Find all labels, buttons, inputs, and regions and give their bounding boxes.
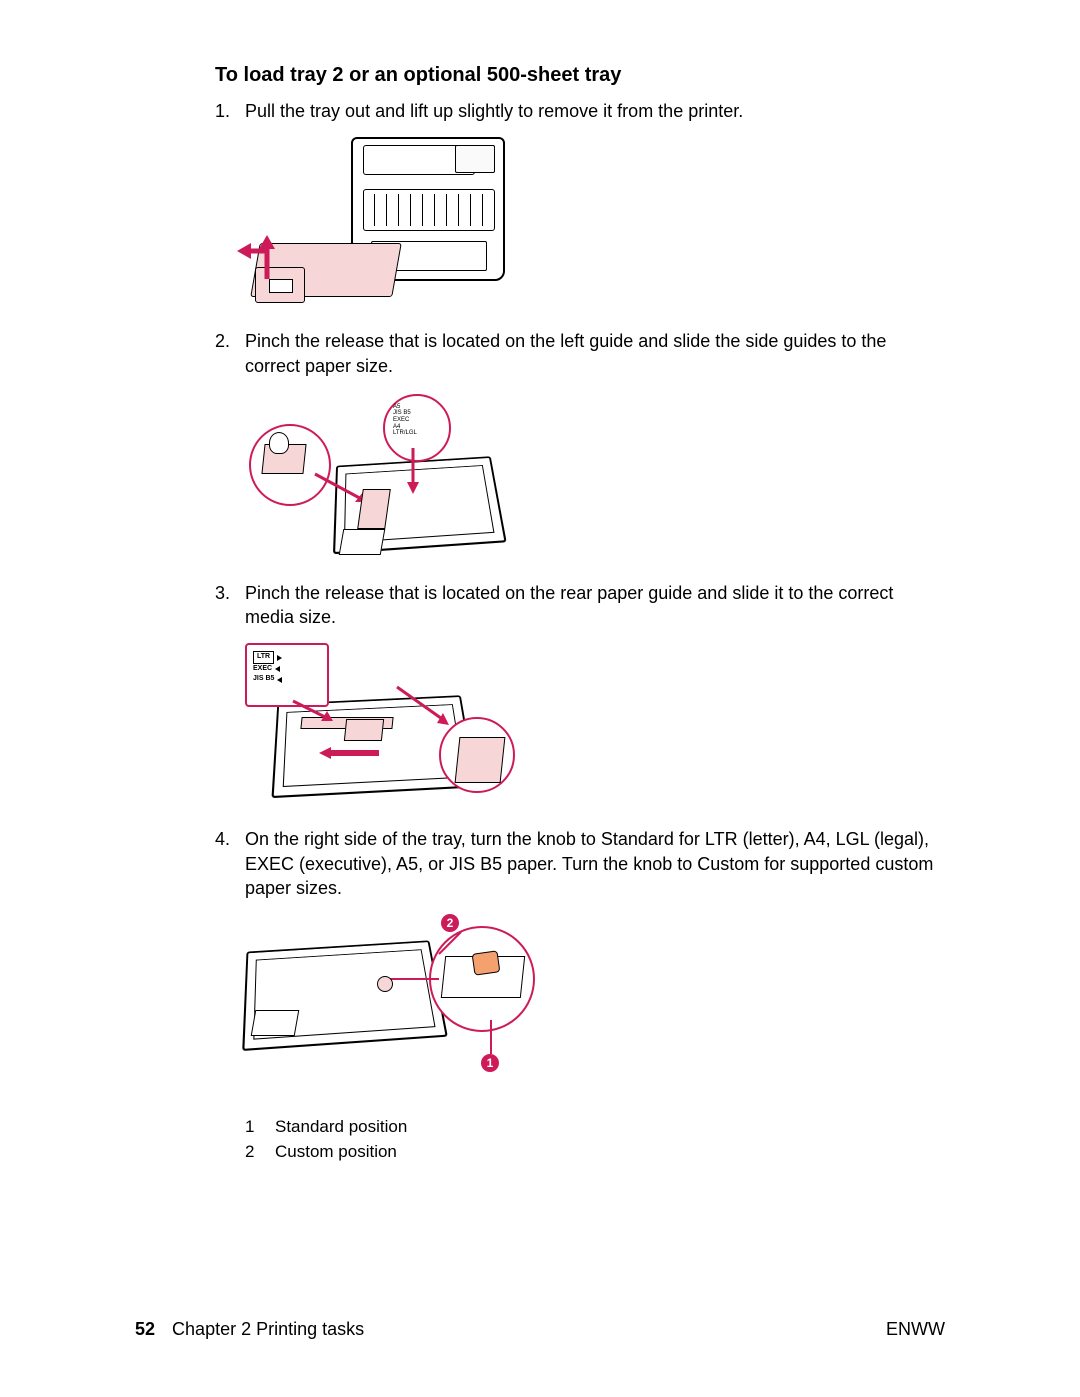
size-labels: A5 JIS B5 EXEC A4 LTR/LGL (393, 404, 417, 437)
callout-guide-icon (455, 737, 506, 783)
pull-arrow-icon (237, 231, 277, 281)
rear-guide-icon (344, 719, 384, 741)
step-number: 1. (215, 99, 245, 123)
step-number: 2. (215, 329, 245, 378)
step-number: 3. (215, 581, 245, 630)
tray-handle-icon (339, 529, 386, 555)
leader-line-icon (387, 972, 441, 986)
step-row: 1. Pull the tray out and lift up slightl… (215, 99, 945, 123)
side-guide-icon (357, 489, 391, 529)
leader-arrow-icon (401, 446, 425, 498)
leader-arrow-icon (393, 683, 453, 729)
illustration-4: 2 1 (245, 914, 945, 1074)
illustration-2: A5 JIS B5 EXEC A4 LTR/LGL (245, 392, 945, 557)
hand-icon (269, 432, 289, 454)
step-text: Pull the tray out and lift up slightly t… (245, 99, 945, 123)
tray-handle-icon (269, 279, 293, 293)
legend-text: Standard position (275, 1116, 407, 1139)
printer-vent-icon (363, 189, 495, 231)
leader-line-icon (483, 1018, 499, 1058)
callout-knob-icon (472, 951, 501, 976)
step-row: 4. On the right side of the tray, turn t… (215, 827, 945, 900)
illustration-1 (245, 137, 945, 305)
page: To load tray 2 or an optional 500-sheet … (0, 0, 1080, 1397)
legend-number: 1 (245, 1116, 275, 1139)
step-row: 3. Pinch the release that is located on … (215, 581, 945, 630)
step-row: 2. Pinch the release that is located on … (215, 329, 945, 378)
step-text: On the right side of the tray, turn the … (245, 827, 945, 900)
tray-handle-icon (251, 1010, 300, 1036)
step-text: Pinch the release that is located on the… (245, 581, 945, 630)
legend-number: 2 (245, 1141, 275, 1164)
step-number: 4. (215, 827, 245, 900)
legend-row: 2 Custom position (245, 1141, 945, 1164)
size-labels: LTR EXEC JIS B5 (253, 651, 282, 685)
footer-left: 52 Chapter 2 Printing tasks (135, 1317, 364, 1341)
legend-row: 1 Standard position (245, 1116, 945, 1139)
chapter-title: Chapter 2 Printing tasks (172, 1319, 364, 1339)
footer-right: ENWW (886, 1317, 945, 1341)
section-heading: To load tray 2 or an optional 500-sheet … (215, 62, 945, 89)
leader-line-icon (435, 928, 465, 958)
illustration-3: LTR EXEC JIS B5 (245, 643, 945, 803)
legend-text: Custom position (275, 1141, 397, 1164)
page-number: 52 (135, 1319, 155, 1339)
page-footer: 52 Chapter 2 Printing tasks ENWW (0, 1317, 1080, 1341)
slide-arrow-icon (319, 741, 379, 753)
leader-arrow-icon (289, 699, 337, 725)
step-text: Pinch the release that is located on the… (245, 329, 945, 378)
